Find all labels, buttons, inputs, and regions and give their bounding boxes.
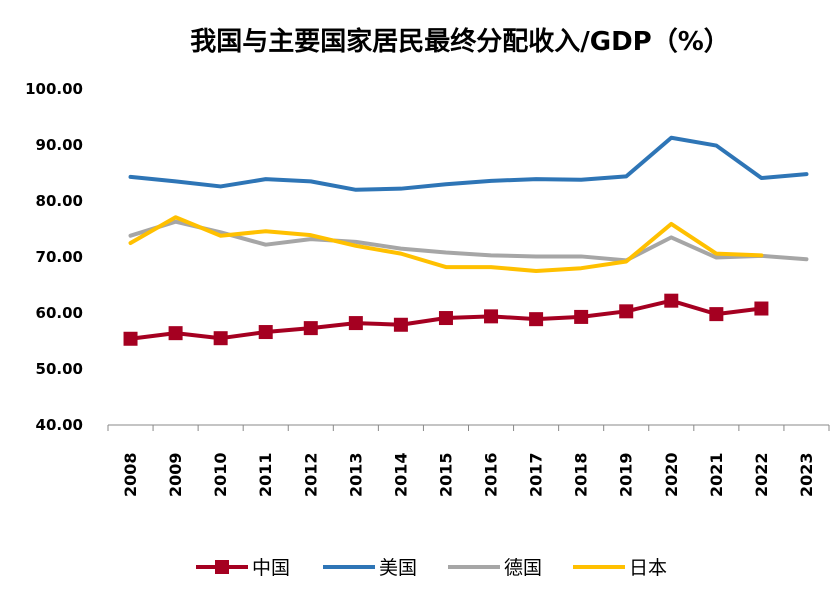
y-tick-label: 100.00 — [25, 80, 83, 98]
x-tick-label: 2016 — [482, 452, 501, 497]
x-tick-label: 2010 — [211, 452, 230, 497]
y-axis-ticks: 100.00 90.00 80.00 70.00 60.00 50.00 40.00 — [25, 80, 83, 434]
data-point-marker — [754, 301, 769, 316]
chart-title: 我国与主要国家居民最终分配收入/GDP（%） — [190, 26, 730, 57]
x-tick-label: 2021 — [707, 452, 726, 497]
y-tick-label: 90.00 — [36, 136, 83, 154]
data-point-marker — [258, 325, 273, 340]
data-point-marker — [619, 304, 634, 319]
data-point-marker — [529, 312, 544, 327]
series-line-3 — [128, 215, 764, 273]
legend: 中国 美国 德国 日本 — [196, 557, 667, 579]
legend-label-0: 中国 — [252, 557, 290, 579]
legend-label-1: 美国 — [379, 557, 417, 579]
series-line-1 — [128, 135, 809, 192]
series-line-2 — [128, 219, 809, 263]
data-point-marker — [348, 316, 363, 331]
y-tick-label: 60.00 — [36, 304, 83, 322]
x-tick-label: 2008 — [121, 452, 140, 497]
data-point-marker — [168, 326, 183, 341]
x-tick-label: 2022 — [752, 452, 771, 497]
y-tick-label: 40.00 — [36, 416, 83, 434]
data-point-marker — [303, 321, 318, 336]
data-point-marker — [574, 309, 589, 324]
data-point-marker — [123, 331, 138, 346]
data-point-marker — [709, 307, 724, 322]
x-tick-label: 2011 — [256, 452, 275, 497]
data-point-marker — [438, 311, 453, 326]
y-tick-label: 50.00 — [36, 360, 83, 378]
x-tick-label: 2023 — [797, 452, 816, 497]
y-tick-label: 70.00 — [36, 248, 83, 266]
x-tick-label: 2020 — [662, 452, 681, 497]
legend-label-3: 日本 — [629, 557, 667, 579]
data-point-marker — [393, 317, 408, 332]
data-point-marker — [484, 309, 499, 324]
x-tick-label: 2017 — [527, 452, 546, 497]
x-tick-label: 2009 — [166, 452, 185, 497]
data-point-marker — [664, 293, 679, 308]
x-axis: 2008 2009 2010 2011 2012 2013 2014 2015 2016 2017… — [107, 424, 830, 497]
x-tick-label: 2015 — [436, 452, 455, 497]
x-tick-label: 2014 — [391, 452, 410, 497]
x-tick-label: 2012 — [301, 452, 320, 497]
legend-marker — [215, 560, 229, 574]
series-layer — [123, 135, 809, 346]
x-tick-label: 2018 — [572, 452, 591, 497]
data-point-marker — [213, 331, 228, 346]
y-tick-label: 80.00 — [36, 192, 83, 210]
legend-label-2: 德国 — [504, 557, 542, 579]
x-tick-label: 2013 — [346, 452, 365, 497]
x-tick-label: 2019 — [617, 452, 636, 497]
